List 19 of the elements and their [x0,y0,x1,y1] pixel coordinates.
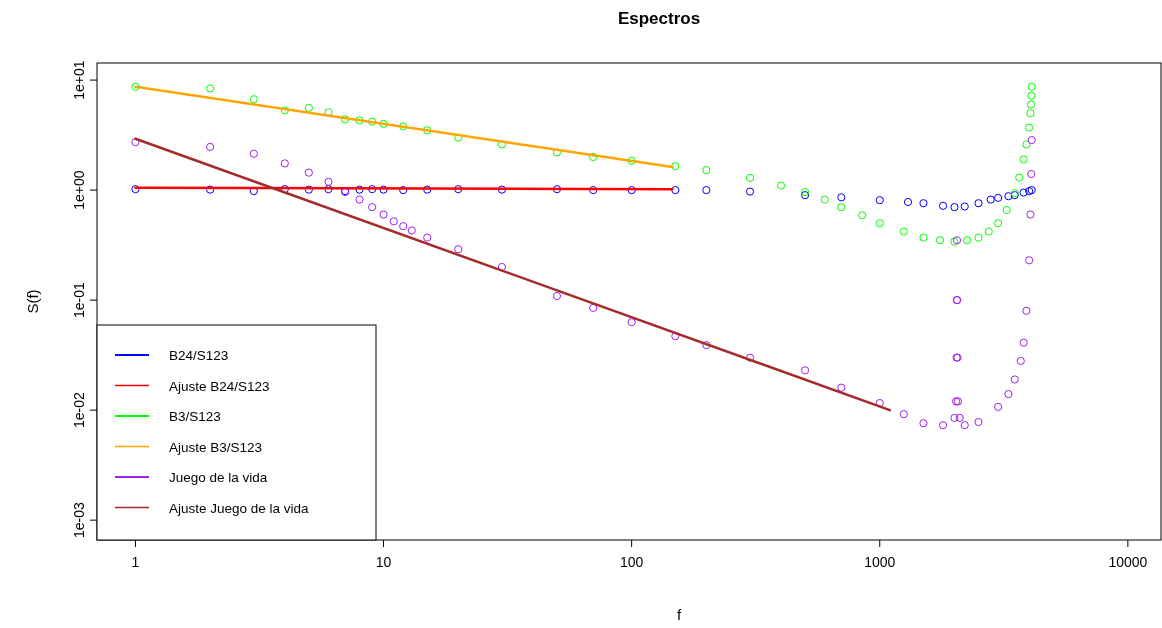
legend-label: Juego de la vida [169,470,268,485]
legend-label: B3/S123 [169,409,221,424]
x-tick-label: 100 [619,554,644,570]
x-tick-label: 1 [131,554,140,570]
y-tick-label: 1e-02 [71,392,87,429]
legend-label: Ajuste B24/S123 [169,378,270,394]
legend-label: Ajuste B3/S123 [169,439,263,455]
y-tick-label: 1e-01 [71,282,87,319]
legend-label: B24/S123 [169,348,229,363]
x-axis-title: f [676,606,682,623]
y-tick-label: 1e+00 [71,170,87,210]
y-tick-label: 1e-03 [71,502,87,539]
x-tick-label: 1000 [864,554,896,570]
y-axis-title: S(f) [24,289,41,314]
chart-title: Espectros [617,9,701,28]
y-tick-label: 1e+01 [71,60,87,100]
x-tick-label: 10 [375,554,392,570]
x-tick-label: 10000 [1108,554,1148,570]
legend-label: Ajuste Juego de la vida [169,500,310,516]
